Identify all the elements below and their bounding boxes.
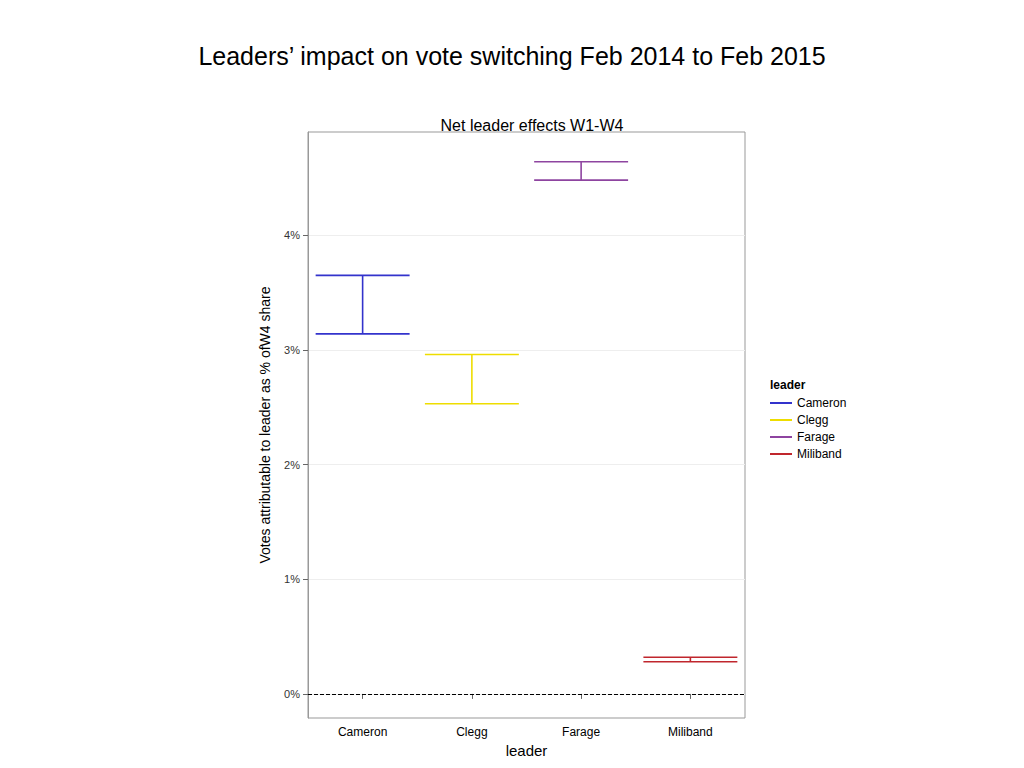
svg-text:Leaders’ impact on vote switch: Leaders’ impact on vote switching Feb 20… <box>198 42 825 70</box>
svg-text:leader: leader <box>506 742 548 759</box>
svg-text:Cameron: Cameron <box>797 396 846 410</box>
svg-text:2%: 2% <box>284 459 300 471</box>
svg-text:Miliband: Miliband <box>668 725 713 739</box>
svg-text:1%: 1% <box>284 573 300 585</box>
svg-text:Net leader effects W1-W4: Net leader effects W1-W4 <box>441 117 624 134</box>
svg-text:3%: 3% <box>284 344 300 356</box>
svg-text:leader: leader <box>770 378 806 392</box>
svg-text:4%: 4% <box>284 229 300 241</box>
svg-text:Farage: Farage <box>797 430 835 444</box>
svg-text:Farage: Farage <box>562 725 600 739</box>
svg-text:Clegg: Clegg <box>456 725 487 739</box>
svg-text:0%: 0% <box>284 688 300 700</box>
svg-text:Votes attributable to leader a: Votes attributable to leader as % ofW4 s… <box>257 286 273 563</box>
svg-text:Miliband: Miliband <box>797 447 842 461</box>
svg-text:Clegg: Clegg <box>797 413 828 427</box>
svg-text:Cameron: Cameron <box>338 725 387 739</box>
